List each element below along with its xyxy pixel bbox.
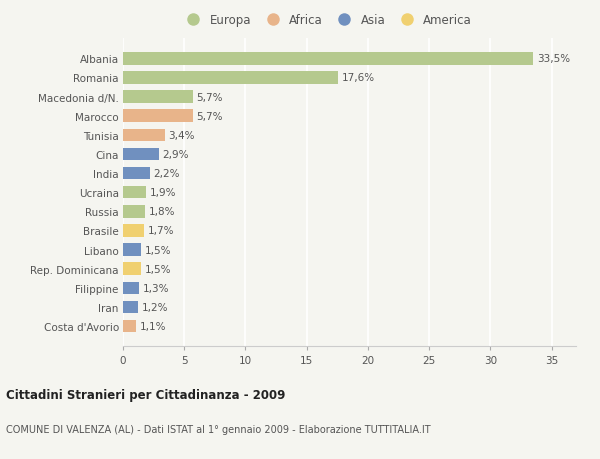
Text: 1,1%: 1,1% [140, 321, 167, 331]
Text: 2,2%: 2,2% [154, 169, 180, 179]
Text: 1,9%: 1,9% [150, 188, 176, 198]
Bar [123, 168, 150, 180]
Bar [123, 72, 338, 84]
Bar [123, 225, 144, 237]
Legend: Europa, Africa, Asia, America: Europa, Africa, Asia, America [177, 10, 477, 32]
Bar [123, 301, 137, 313]
Text: 1,5%: 1,5% [145, 245, 172, 255]
Text: 3,4%: 3,4% [168, 130, 195, 140]
Text: 1,7%: 1,7% [148, 226, 174, 236]
Text: 1,5%: 1,5% [145, 264, 172, 274]
Text: 5,7%: 5,7% [196, 92, 223, 102]
Bar [123, 53, 533, 65]
Bar [123, 206, 145, 218]
Text: 1,8%: 1,8% [149, 207, 175, 217]
Text: 1,2%: 1,2% [142, 302, 168, 312]
Bar [123, 244, 142, 256]
Text: 5,7%: 5,7% [196, 112, 223, 122]
Text: 2,9%: 2,9% [162, 150, 188, 160]
Bar [123, 148, 158, 161]
Bar [123, 91, 193, 104]
Bar [123, 320, 136, 333]
Bar [123, 282, 139, 294]
Bar [123, 186, 146, 199]
Text: COMUNE DI VALENZA (AL) - Dati ISTAT al 1° gennaio 2009 - Elaborazione TUTTITALIA: COMUNE DI VALENZA (AL) - Dati ISTAT al 1… [6, 425, 431, 435]
Bar [123, 129, 164, 142]
Text: Cittadini Stranieri per Cittadinanza - 2009: Cittadini Stranieri per Cittadinanza - 2… [6, 388, 286, 401]
Text: 1,3%: 1,3% [143, 283, 169, 293]
Bar [123, 110, 193, 123]
Bar [123, 263, 142, 275]
Text: 17,6%: 17,6% [342, 73, 375, 83]
Text: 33,5%: 33,5% [537, 54, 570, 64]
